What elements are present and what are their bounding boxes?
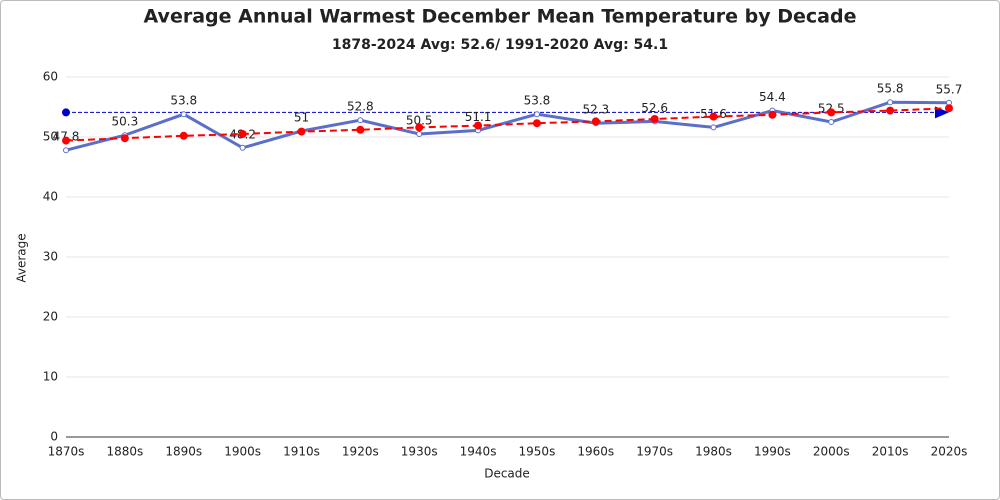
series-line bbox=[65, 107, 950, 142]
data-point bbox=[120, 134, 129, 143]
y-axis-label: Average bbox=[15, 233, 29, 282]
data-point bbox=[180, 111, 187, 118]
x-tick-label: 1950s bbox=[519, 445, 556, 459]
data-point bbox=[591, 117, 600, 126]
x-tick-label: 1990s bbox=[754, 445, 791, 459]
data-point bbox=[650, 115, 659, 123]
data-point bbox=[415, 123, 424, 132]
y-tick-label: 30 bbox=[43, 250, 58, 264]
y-tick-label: 40 bbox=[43, 190, 58, 204]
data-point bbox=[886, 106, 895, 115]
data-label: 50.3 bbox=[112, 115, 139, 129]
x-tick-label: 1870s bbox=[48, 445, 85, 459]
data-point bbox=[179, 131, 188, 140]
data-point bbox=[768, 110, 777, 119]
data-point bbox=[474, 121, 483, 130]
data-point bbox=[533, 111, 540, 118]
reference-start bbox=[62, 108, 70, 117]
x-tick-label: 1960s bbox=[577, 445, 614, 459]
data-label: 53.8 bbox=[170, 94, 197, 108]
data-point bbox=[827, 108, 836, 117]
data-label: 52.8 bbox=[347, 100, 374, 114]
y-tick-label: 60 bbox=[43, 70, 58, 84]
x-tick-label: 1980s bbox=[695, 445, 732, 459]
data-point bbox=[532, 119, 541, 128]
data-point bbox=[945, 104, 953, 113]
y-tick-label: 50 bbox=[43, 130, 58, 144]
data-label: 54.4 bbox=[759, 90, 786, 104]
x-tick-label: 1940s bbox=[460, 445, 497, 459]
data-label: 53.8 bbox=[524, 94, 551, 108]
data-label: 55.8 bbox=[877, 82, 904, 96]
x-axis-label: Decade bbox=[484, 467, 530, 481]
x-tick-label: 1970s bbox=[636, 445, 673, 459]
x-tick-label: 2000s bbox=[813, 445, 850, 459]
chart-subtitle: 1878-2024 Avg: 52.6/ 1991-2020 Avg: 54.1 bbox=[332, 37, 668, 53]
data-label: 50.5 bbox=[406, 114, 433, 128]
y-tick-label: 20 bbox=[43, 310, 58, 324]
x-tick-label: 1930s bbox=[401, 445, 438, 459]
data-label: 51 bbox=[294, 111, 309, 125]
data-point bbox=[887, 99, 894, 106]
data-label: 51.1 bbox=[465, 110, 492, 124]
data-point bbox=[356, 125, 365, 134]
chart-title: Average Annual Warmest December Mean Tem… bbox=[144, 6, 857, 28]
data-point bbox=[63, 147, 69, 154]
data-point bbox=[828, 119, 835, 125]
data-label: 52.3 bbox=[582, 103, 609, 117]
x-tick-label: 1880s bbox=[106, 445, 143, 459]
data-point bbox=[710, 124, 717, 131]
data-label: 55.7 bbox=[936, 82, 963, 96]
series-line bbox=[65, 100, 950, 152]
y-tick-label: 10 bbox=[43, 370, 58, 384]
data-point bbox=[238, 130, 247, 138]
data-point bbox=[416, 131, 423, 137]
x-tick-label: 1890s bbox=[165, 445, 202, 459]
x-tick-label: 1900s bbox=[224, 445, 261, 459]
data-point bbox=[297, 127, 306, 136]
x-tick-label: 1910s bbox=[283, 445, 320, 459]
x-tick-label: 1920s bbox=[342, 445, 379, 459]
data-point bbox=[357, 117, 364, 124]
x-tick-label: 2010s bbox=[872, 445, 909, 459]
x-tick-label: 2020s bbox=[931, 445, 968, 459]
data-point bbox=[62, 136, 70, 145]
data-point bbox=[239, 144, 246, 151]
data-label: 52.6 bbox=[641, 101, 668, 115]
data-point bbox=[709, 112, 718, 121]
y-tick-label: 0 bbox=[50, 430, 58, 444]
